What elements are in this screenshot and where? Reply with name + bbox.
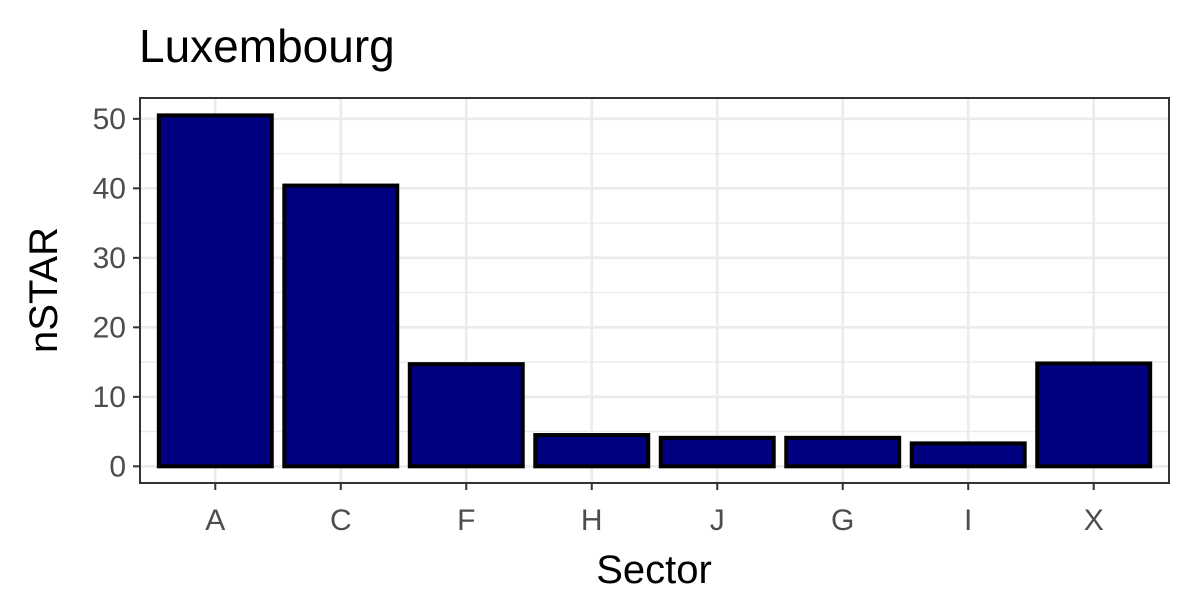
x-tick-label: A [205, 504, 225, 537]
y-tick-label: 40 [93, 172, 126, 205]
bar-C [282, 183, 400, 469]
x-tick-label: C [330, 504, 352, 537]
plot-panel-border [139, 97, 1170, 484]
bar-J [658, 435, 776, 469]
x-tick-label: I [964, 504, 972, 537]
y-tick-label: 10 [93, 381, 126, 414]
y-tick-label: 50 [93, 103, 126, 136]
bar-H [533, 433, 651, 469]
x-tick-label: J [710, 504, 725, 537]
x-tick-label: G [831, 504, 854, 537]
chart-title: Luxembourg [139, 20, 395, 72]
x-tick-label: F [457, 504, 475, 537]
bars [156, 113, 1153, 469]
bar-I [909, 441, 1027, 469]
y-axis-title: nSTAR [22, 227, 66, 353]
y-tick-label: 20 [93, 311, 126, 344]
x-tick-label: X [1084, 504, 1104, 537]
y-axis: 0 10 20 30 40 50 [93, 103, 140, 483]
y-tick-label: 30 [93, 242, 126, 275]
x-tick-label: H [581, 504, 603, 537]
bar-X [1035, 361, 1153, 469]
x-axis-title: Sector [596, 548, 712, 592]
y-tick-label: 0 [109, 450, 126, 483]
bar-A [156, 113, 274, 469]
bar-G [784, 435, 902, 469]
bar-F [407, 362, 525, 469]
